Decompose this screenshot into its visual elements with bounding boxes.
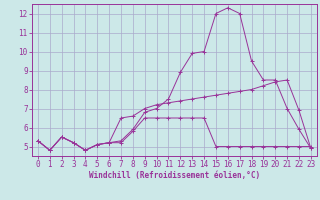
X-axis label: Windchill (Refroidissement éolien,°C): Windchill (Refroidissement éolien,°C) [89,171,260,180]
